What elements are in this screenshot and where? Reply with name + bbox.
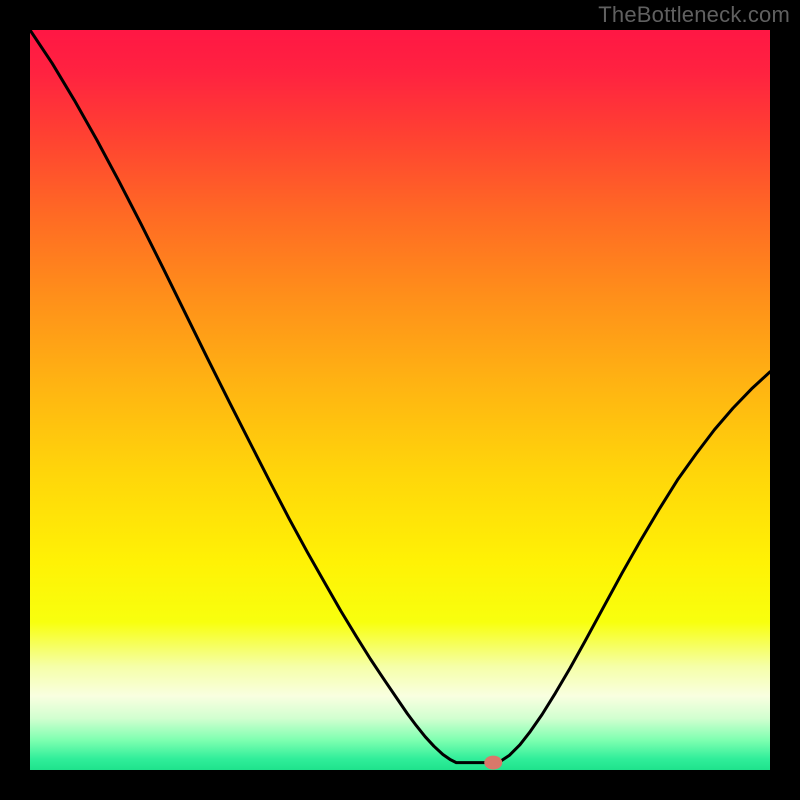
chart-svg bbox=[0, 0, 800, 800]
plot-background bbox=[30, 30, 770, 770]
highlight-marker bbox=[484, 756, 502, 770]
attribution-text: TheBottleneck.com bbox=[598, 2, 790, 28]
image-root: TheBottleneck.com bbox=[0, 0, 800, 800]
